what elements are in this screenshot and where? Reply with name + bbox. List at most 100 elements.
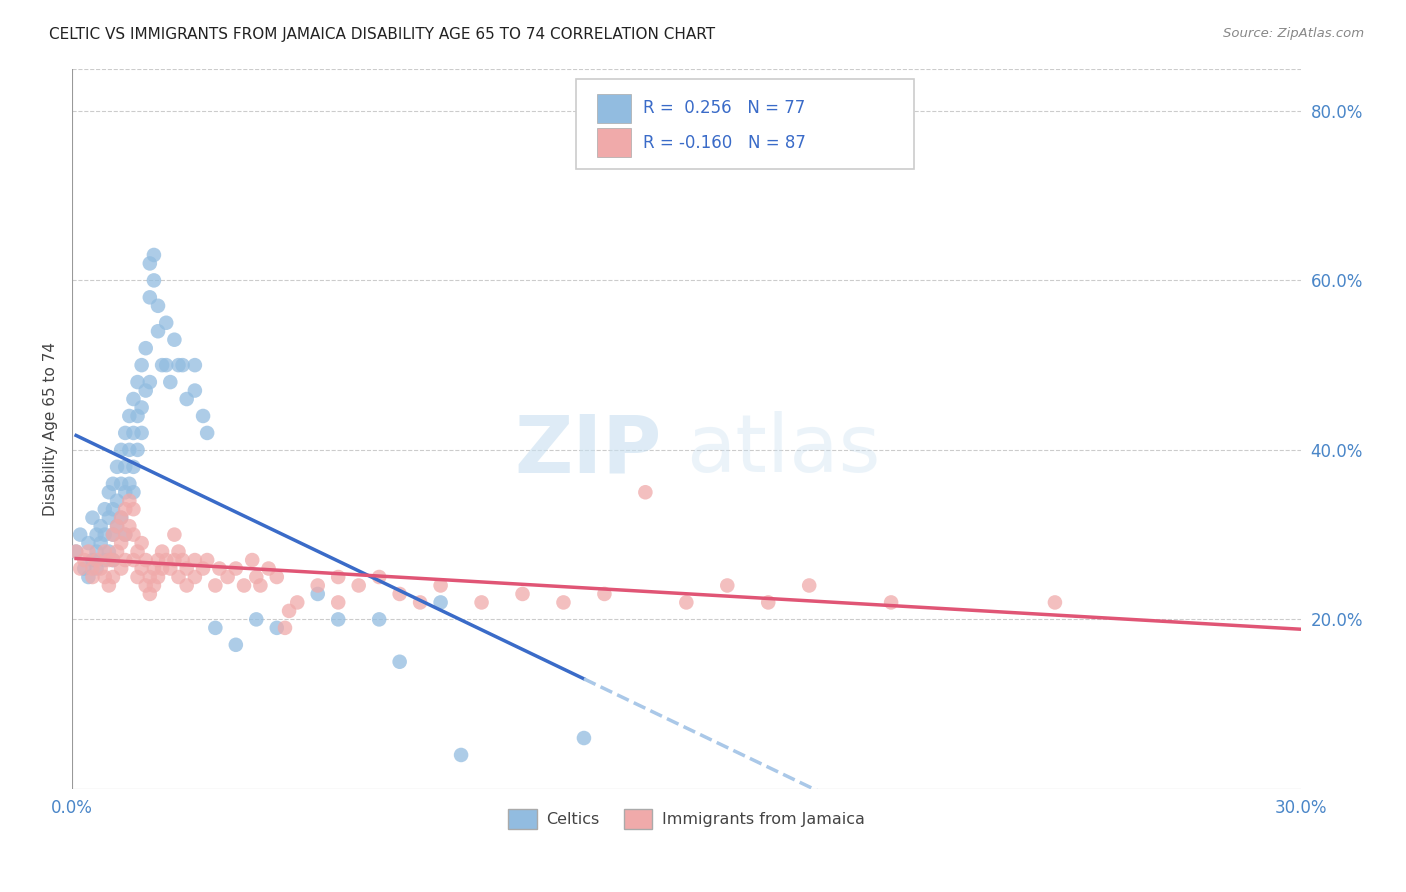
Point (142, 578, 165, 592)
Point (82, 570, 104, 584)
Text: R =  0.256   N = 77: R = 0.256 N = 77 (644, 99, 806, 117)
Point (135, 553, 157, 567)
Point (146, 299, 169, 313)
Text: Source: ZipAtlas.com: Source: ZipAtlas.com (1223, 27, 1364, 40)
Point (82, 510, 104, 524)
Point (101, 570, 124, 584)
Point (135, 578, 157, 592)
Point (114, 485, 136, 500)
Point (176, 578, 198, 592)
Y-axis label: Disability Age 65 to 74: Disability Age 65 to 74 (44, 342, 58, 516)
Point (139, 256, 162, 270)
Point (131, 561, 153, 575)
Point (127, 544, 149, 558)
Point (82, 553, 104, 567)
Point (127, 570, 149, 584)
Point (114, 527, 136, 541)
Point (142, 561, 165, 575)
Point (146, 570, 169, 584)
Point (150, 561, 173, 575)
Point (73, 561, 96, 575)
Point (176, 392, 198, 406)
Point (101, 502, 124, 516)
Point (97, 510, 120, 524)
Point (245, 570, 267, 584)
Point (101, 527, 124, 541)
Point (429, 578, 451, 592)
Point (184, 384, 207, 398)
Point (208, 561, 231, 575)
Point (634, 485, 657, 500)
Point (101, 553, 124, 567)
FancyBboxPatch shape (575, 79, 914, 169)
Legend: Celtics, Immigrants from Jamaica: Celtics, Immigrants from Jamaica (502, 803, 872, 835)
Point (94, 544, 117, 558)
Point (122, 425, 145, 440)
Point (163, 333, 186, 347)
Point (167, 358, 190, 372)
Point (122, 459, 145, 474)
Point (266, 621, 288, 635)
Point (217, 570, 239, 584)
Point (285, 595, 308, 609)
Point (266, 570, 288, 584)
Point (593, 587, 616, 601)
Point (94, 527, 117, 541)
Point (409, 595, 432, 609)
Point (135, 341, 157, 355)
Text: CELTIC VS IMMIGRANTS FROM JAMAICA DISABILITY AGE 65 TO 74 CORRELATION CHART: CELTIC VS IMMIGRANTS FROM JAMAICA DISABI… (49, 27, 716, 42)
Point (127, 442, 149, 457)
Point (159, 561, 181, 575)
Point (155, 316, 177, 330)
Point (307, 578, 329, 592)
Point (233, 578, 256, 592)
Point (278, 604, 301, 618)
Point (307, 587, 329, 601)
Point (204, 578, 226, 592)
Point (101, 476, 124, 491)
Point (155, 553, 177, 567)
Bar (596, 94, 631, 122)
Point (155, 358, 177, 372)
Point (131, 358, 153, 372)
Point (97, 544, 120, 558)
Point (114, 425, 136, 440)
Point (94, 553, 117, 567)
Point (105, 519, 128, 533)
Point (77, 544, 100, 558)
Point (274, 621, 297, 635)
Point (163, 527, 186, 541)
Point (184, 570, 207, 584)
Point (118, 409, 141, 423)
Point (450, 747, 472, 762)
Point (105, 493, 128, 508)
Point (97, 578, 120, 592)
Point (69, 527, 91, 541)
Point (388, 655, 411, 669)
Point (105, 544, 128, 558)
Point (90, 561, 112, 575)
Point (131, 401, 153, 415)
Point (880, 595, 903, 609)
Point (101, 527, 124, 541)
Point (65, 544, 87, 558)
Point (799, 578, 821, 592)
Point (512, 587, 534, 601)
Point (572, 731, 595, 745)
Point (110, 510, 132, 524)
Point (191, 409, 214, 423)
Point (146, 553, 169, 567)
Point (257, 561, 280, 575)
Point (127, 409, 149, 423)
Text: atlas: atlas (686, 411, 880, 490)
Text: ZIP: ZIP (515, 411, 662, 490)
Point (105, 519, 128, 533)
Point (675, 595, 697, 609)
Point (131, 425, 153, 440)
Point (245, 612, 267, 626)
Point (142, 273, 165, 287)
Point (122, 553, 145, 567)
Point (77, 570, 100, 584)
Text: R = -0.160   N = 87: R = -0.160 N = 87 (644, 134, 806, 152)
Point (167, 570, 190, 584)
